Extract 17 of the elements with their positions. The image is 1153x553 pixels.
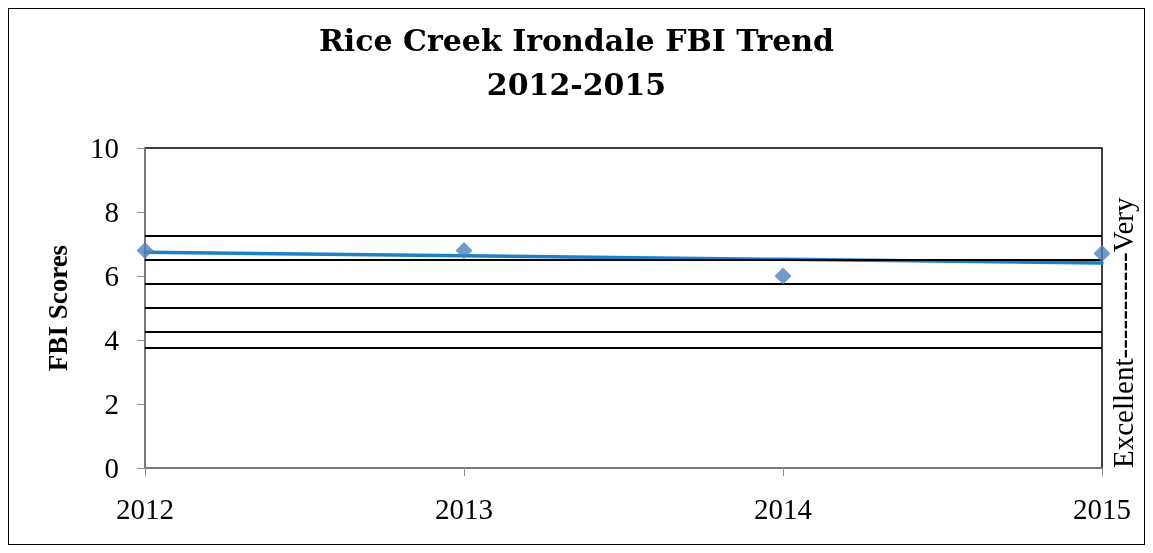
y-tick-label: 10 [90,132,119,164]
x-tick-label: 2013 [435,492,493,525]
y-tick-label: 2 [104,388,119,420]
y-axis-title: FBI Scores [42,244,73,372]
text: Excellent-----------Very [1107,197,1139,468]
x-tick-label: 2012 [116,492,174,525]
y-tick-label: 6 [104,260,119,292]
point [455,241,473,259]
chart-title: Rice Creek Irondale FBI Trend 2012-2015 [318,22,835,102]
point [136,241,154,259]
x-tick-label: 2014 [754,492,813,525]
point [1093,245,1111,263]
x-tick-label: 2015 [1073,492,1131,525]
y-tick-label: 0 [104,452,119,484]
y-tick-label: 4 [104,324,120,356]
point [774,267,792,285]
y-tick-label: 8 [104,196,119,228]
